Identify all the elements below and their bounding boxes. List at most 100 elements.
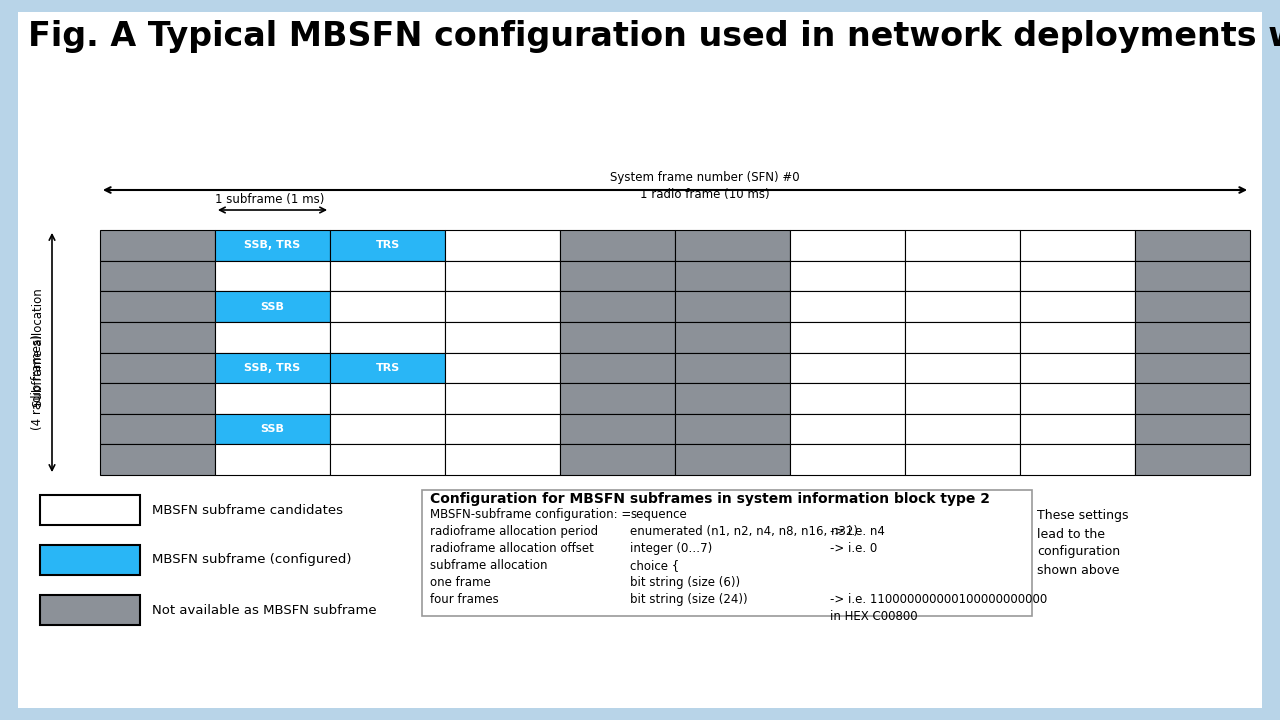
Text: Not available as MBSFN subframe: Not available as MBSFN subframe <box>152 603 376 616</box>
Text: TRS: TRS <box>375 363 399 373</box>
Bar <box>790 414 905 444</box>
Bar <box>561 322 675 353</box>
Bar <box>215 322 330 353</box>
Text: Fig. A Typical MBSFN configuration used in network deployments where DSS is acti: Fig. A Typical MBSFN configuration used … <box>28 20 1280 53</box>
Bar <box>1135 444 1251 475</box>
Bar <box>445 230 561 261</box>
Bar <box>445 383 561 414</box>
Bar <box>40 595 140 625</box>
Bar <box>445 353 561 383</box>
Bar <box>561 414 675 444</box>
Text: -> i.e. 0: -> i.e. 0 <box>829 542 877 555</box>
Text: MBSFN-subframe configuration: =: MBSFN-subframe configuration: = <box>430 508 631 521</box>
Bar <box>1135 353 1251 383</box>
Bar <box>215 292 330 322</box>
Bar <box>100 230 215 261</box>
Bar <box>675 444 790 475</box>
Text: enumerated (n1, n2, n4, n8, n16, n32): enumerated (n1, n2, n4, n8, n16, n32) <box>630 525 858 538</box>
Bar <box>40 495 140 525</box>
Bar <box>1135 261 1251 292</box>
Bar <box>1020 322 1135 353</box>
Bar <box>561 353 675 383</box>
Bar <box>40 545 140 575</box>
Text: 1 subframe (1 ms): 1 subframe (1 ms) <box>215 193 324 206</box>
Text: sequence: sequence <box>630 508 687 521</box>
Bar <box>1135 292 1251 322</box>
Bar <box>215 353 330 383</box>
Text: integer (0…7): integer (0…7) <box>630 542 712 555</box>
Bar <box>445 444 561 475</box>
Bar <box>100 292 215 322</box>
Bar <box>905 322 1020 353</box>
Text: choice {: choice { <box>630 559 680 572</box>
Bar <box>675 414 790 444</box>
Bar <box>1020 383 1135 414</box>
Bar <box>215 444 330 475</box>
Bar <box>790 383 905 414</box>
Bar <box>1020 261 1135 292</box>
Bar <box>1135 383 1251 414</box>
Text: TRS: TRS <box>375 240 399 251</box>
Bar <box>561 292 675 322</box>
Bar <box>675 322 790 353</box>
Bar <box>905 230 1020 261</box>
Bar <box>675 261 790 292</box>
Bar <box>445 322 561 353</box>
Bar <box>100 383 215 414</box>
Bar <box>1020 292 1135 322</box>
Text: bit string (size (6)): bit string (size (6)) <box>630 576 740 589</box>
Bar <box>100 444 215 475</box>
Bar <box>1020 230 1135 261</box>
Text: one frame: one frame <box>430 576 490 589</box>
Bar <box>675 292 790 322</box>
Bar <box>215 230 330 261</box>
Bar <box>330 414 445 444</box>
Text: bit string (size (24)): bit string (size (24)) <box>630 593 748 606</box>
Bar <box>905 261 1020 292</box>
Bar <box>905 444 1020 475</box>
Bar <box>675 383 790 414</box>
Bar <box>790 353 905 383</box>
Text: SSB, TRS: SSB, TRS <box>244 240 301 251</box>
Bar <box>1135 322 1251 353</box>
Bar <box>215 414 330 444</box>
Bar <box>445 261 561 292</box>
Bar <box>561 230 675 261</box>
Text: SSB: SSB <box>261 424 284 434</box>
Text: SSB, TRS: SSB, TRS <box>244 363 301 373</box>
Bar <box>905 383 1020 414</box>
Bar <box>561 444 675 475</box>
Bar <box>445 414 561 444</box>
Bar <box>1135 230 1251 261</box>
Bar <box>790 292 905 322</box>
Text: These settings
lead to the
configuration
shown above: These settings lead to the configuration… <box>1037 510 1129 577</box>
Bar <box>561 261 675 292</box>
Bar <box>330 322 445 353</box>
Text: System frame number (SFN) #0: System frame number (SFN) #0 <box>611 171 800 184</box>
Bar <box>790 230 905 261</box>
Bar <box>675 353 790 383</box>
Bar <box>100 261 215 292</box>
Bar <box>330 444 445 475</box>
Bar <box>790 261 905 292</box>
Text: subframe allocation: subframe allocation <box>430 559 548 572</box>
Bar <box>790 322 905 353</box>
Bar <box>330 261 445 292</box>
Text: radioframe allocation offset: radioframe allocation offset <box>430 542 594 555</box>
Bar <box>215 383 330 414</box>
Text: radioframe allocation period: radioframe allocation period <box>430 525 598 538</box>
Bar <box>330 292 445 322</box>
Bar <box>905 292 1020 322</box>
Bar <box>215 261 330 292</box>
Bar <box>100 322 215 353</box>
Text: SSB: SSB <box>261 302 284 312</box>
Bar <box>1020 444 1135 475</box>
Bar <box>561 383 675 414</box>
Bar <box>422 490 1032 616</box>
Bar <box>905 353 1020 383</box>
Bar <box>790 444 905 475</box>
Bar <box>100 353 215 383</box>
Bar <box>1020 414 1135 444</box>
Text: Configuration for MBSFN subframes in system information block type 2: Configuration for MBSFN subframes in sys… <box>430 492 989 506</box>
Text: four frames: four frames <box>430 593 499 606</box>
